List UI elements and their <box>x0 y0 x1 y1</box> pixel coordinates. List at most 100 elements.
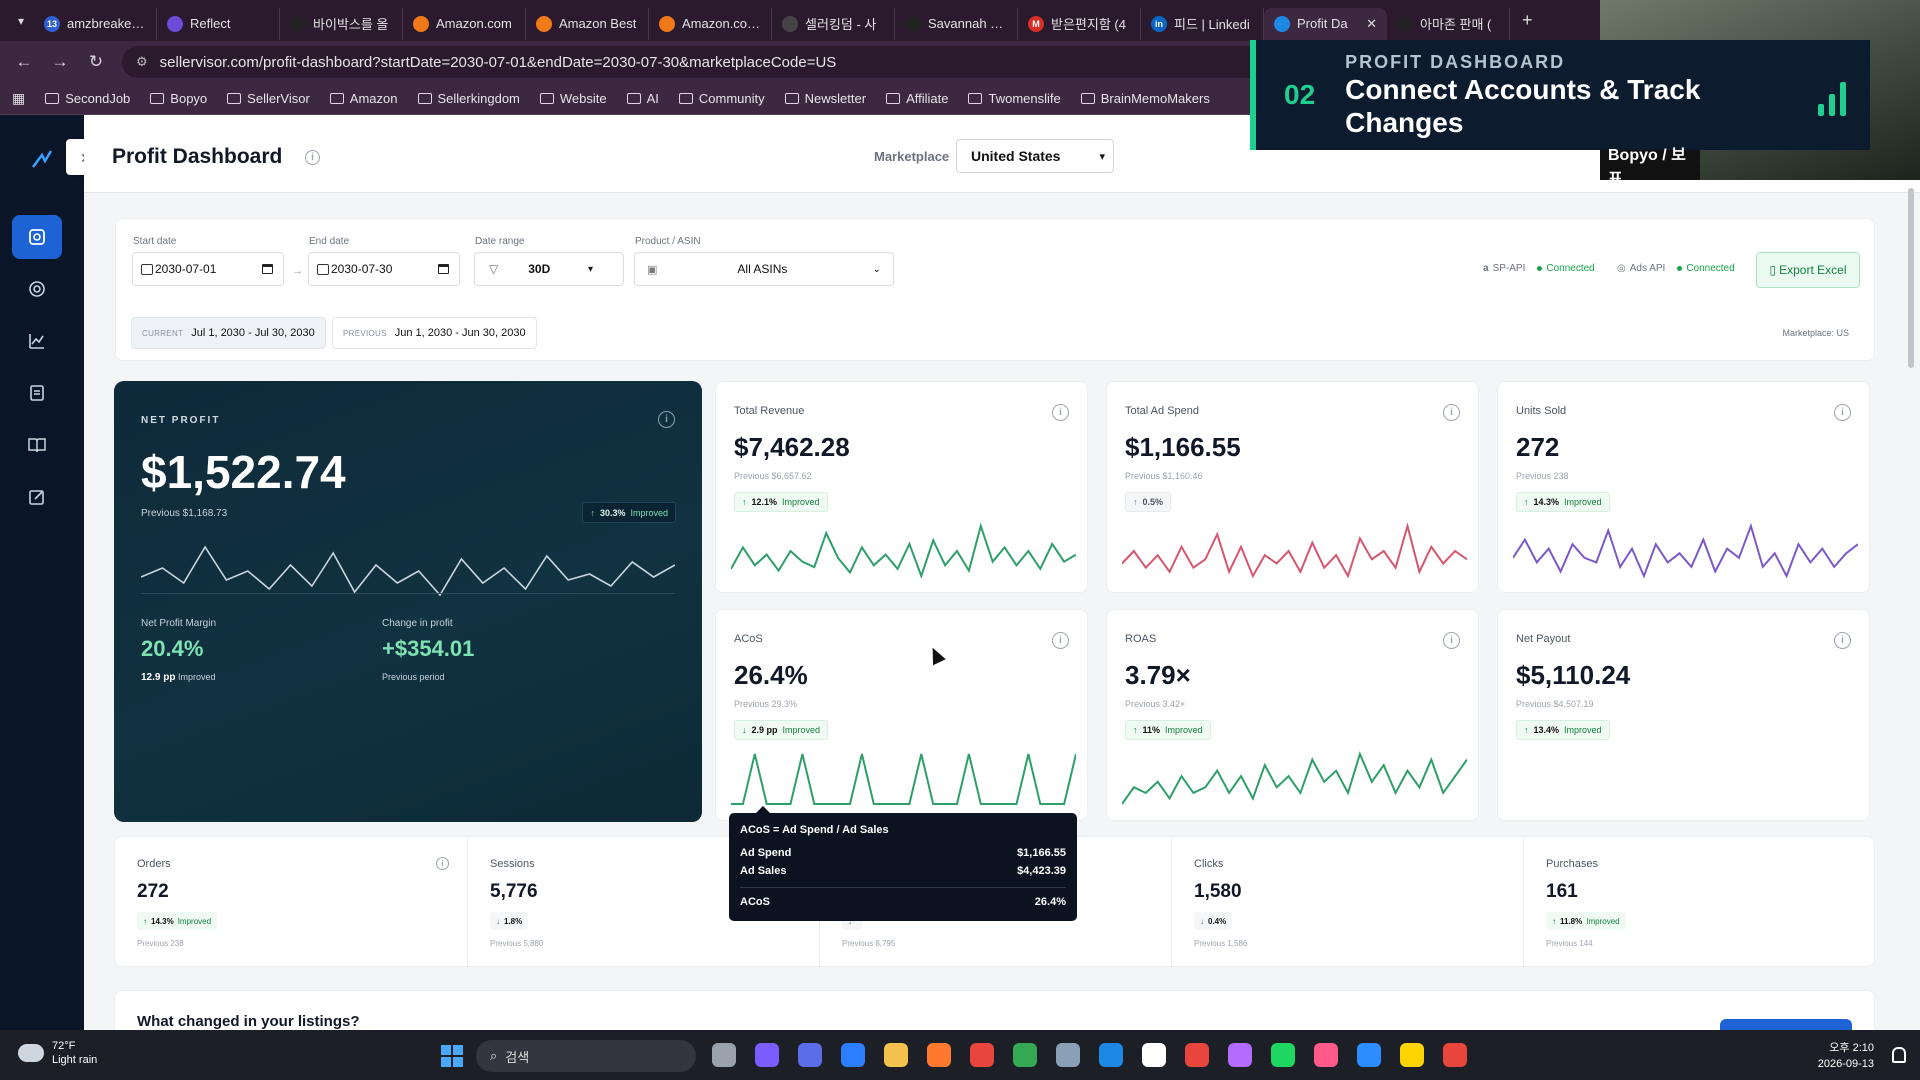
bookmark-folder[interactable]: Sellerkingdom <box>417 91 520 106</box>
browser-tab[interactable]: 바이박스를 올 <box>280 7 403 40</box>
browser-tab[interactable]: 13 amzbreakers.c <box>34 7 157 40</box>
page-scrollbar[interactable] <box>1906 180 1916 1030</box>
folder-icon <box>227 93 242 104</box>
info-icon[interactable]: i <box>1052 404 1069 421</box>
weather-widget[interactable]: 72°F Light rain <box>18 1039 97 1067</box>
taskbar-app-icon[interactable] <box>1271 1043 1295 1067</box>
taskbar-app-icon[interactable] <box>1228 1043 1252 1067</box>
dashboard-icon <box>29 229 45 245</box>
start-date-input[interactable]: 2030-07-01 <box>132 252 284 286</box>
marketplace-select[interactable]: United States ▾ <box>956 139 1114 173</box>
bookmark-folder[interactable]: SellerVisor <box>227 91 310 106</box>
windows-start-icon[interactable] <box>441 1045 463 1067</box>
info-icon[interactable]: i <box>436 857 449 870</box>
tab-label: Amazon.com: <box>682 16 761 31</box>
browser-tab[interactable]: Amazon.com: <box>649 7 772 40</box>
taskbar-app-icon[interactable] <box>712 1043 736 1067</box>
new-tab-button[interactable]: + <box>1522 10 1533 30</box>
bookmark-folder[interactable]: Bopyo <box>150 91 207 106</box>
taskbar-app-icon[interactable] <box>798 1043 822 1067</box>
taskbar-app-icon[interactable] <box>755 1043 779 1067</box>
ads-api-label: Ads API <box>1629 263 1666 274</box>
info-icon[interactable]: i <box>1052 632 1069 649</box>
info-icon[interactable]: i <box>1834 632 1851 649</box>
bookmark-folder[interactable]: Amazon <box>329 91 398 106</box>
info-icon[interactable]: i <box>305 150 320 165</box>
bookmark-label: AI <box>646 91 659 106</box>
taskbar-app-icon[interactable] <box>1357 1043 1381 1067</box>
sidebar-item-reports[interactable] <box>12 371 62 415</box>
bookmark-folder[interactable]: Newsletter <box>784 91 866 106</box>
clock-time: 오후 2:10 <box>1829 1042 1874 1054</box>
bookmark-folder[interactable]: Community <box>678 91 765 106</box>
browser-tab[interactable]: in 피드 | Linkedi <box>1141 7 1264 40</box>
asin-select[interactable]: ▣ All ASINs ⌄ <box>634 252 894 286</box>
folder-icon <box>45 93 60 104</box>
url-field[interactable]: ⚙ sellervisor.com/profit-dashboard?start… <box>122 46 1272 78</box>
metric-change-text: Improved <box>782 497 820 507</box>
bookmark-folder[interactable]: SecondJob <box>45 91 130 106</box>
folder-icon <box>329 93 344 104</box>
chevron-down-icon: ⌄ <box>872 263 881 275</box>
taskbar-app-icon[interactable] <box>1185 1043 1209 1067</box>
taskbar-app-icon[interactable] <box>1314 1043 1338 1067</box>
taskbar-search[interactable]: ⌕ 검색 <box>476 1040 696 1072</box>
info-icon[interactable]: i <box>1443 632 1460 649</box>
apps-grid-icon[interactable]: ▦ <box>12 90 26 106</box>
browser-tab[interactable]: Amazon.com <box>403 7 526 40</box>
sidebar-item-profit-dashboard[interactable] <box>12 215 62 259</box>
metric-change-badge: ↑ 13.4% Improved <box>1516 720 1610 740</box>
browser-tab[interactable]: Amazon Best <box>526 7 649 40</box>
scroll-thumb[interactable] <box>1908 188 1914 368</box>
calendar-picker-icon[interactable] <box>262 264 273 274</box>
taskbar-app-icon[interactable] <box>970 1043 994 1067</box>
bookmark-folder[interactable]: BrainMemoMakers <box>1080 91 1210 106</box>
bookmark-folder[interactable]: AI <box>626 91 659 106</box>
taskbar-app-icon[interactable] <box>1400 1043 1424 1067</box>
tab-search-icon[interactable]: ▾ <box>17 13 25 28</box>
tab-active[interactable]: Profit Da ✕ <box>1264 7 1387 40</box>
stat-change: 11.8% <box>1560 916 1583 926</box>
browser-tab[interactable]: Reflect <box>157 7 280 40</box>
taskbar-app-icon[interactable] <box>1142 1043 1166 1067</box>
book-icon <box>28 438 46 453</box>
reload-icon[interactable]: ↻ <box>88 52 104 71</box>
date-range-select[interactable]: ▽ 30D ▾ <box>474 252 624 286</box>
previous-range: Jun 1, 2030 - Jun 30, 2030 <box>394 327 526 339</box>
back-icon[interactable]: ← <box>15 52 33 71</box>
metric-label: ACoS <box>734 633 763 645</box>
browser-tab[interactable]: Savannah pro <box>895 7 1018 40</box>
notification-bell-icon[interactable] <box>1892 1047 1906 1063</box>
browser-tab[interactable]: 셀러킹덤 - 사 <box>772 7 895 40</box>
export-excel-button[interactable]: ▯ Export Excel <box>1756 252 1860 288</box>
sellervisor-logo-icon[interactable] <box>30 147 54 171</box>
taskbar-app-icon[interactable] <box>884 1043 908 1067</box>
info-icon[interactable]: i <box>1834 404 1851 421</box>
browser-tab[interactable]: M 받은편지함 (4 <box>1018 7 1141 40</box>
sidebar-item-guide[interactable] <box>12 423 62 467</box>
start-date-label: Start date <box>133 236 177 247</box>
forward-icon[interactable]: → <box>51 52 69 71</box>
sidebar-item-notes[interactable] <box>12 475 62 519</box>
bookmark-folder[interactable]: Twomenslife <box>968 91 1061 106</box>
sidebar-item-targets[interactable] <box>12 267 62 311</box>
taskbar-app-icon[interactable] <box>927 1043 951 1067</box>
taskbar-app-icon[interactable] <box>1443 1043 1467 1067</box>
taskbar-app-icon[interactable] <box>841 1043 865 1067</box>
end-date-input[interactable]: 2030-07-30 <box>308 252 460 286</box>
taskbar-app-icon[interactable] <box>1099 1043 1123 1067</box>
sidebar-item-analytics[interactable] <box>12 319 62 363</box>
bookmark-folder[interactable]: Affiliate <box>886 91 948 106</box>
browser-tab[interactable]: 아마존 판매 ( <box>1387 7 1510 40</box>
system-clock[interactable]: 오후 2:10 2026-09-13 <box>1818 1040 1874 1072</box>
calendar-picker-icon[interactable] <box>438 264 449 274</box>
info-icon[interactable]: i <box>658 411 675 428</box>
bookmark-folder[interactable]: Website <box>539 91 607 106</box>
taskbar-app-icon[interactable] <box>1056 1043 1080 1067</box>
site-info-icon[interactable]: ⚙ <box>136 54 148 69</box>
tab-close-icon[interactable]: ✕ <box>1366 15 1377 31</box>
taskbar-app-icon[interactable] <box>1013 1043 1037 1067</box>
info-icon[interactable]: i <box>1443 404 1460 421</box>
metric-change: 13.4% <box>1533 725 1560 735</box>
stat-change-badge: ↑ 14.3% Improved <box>137 912 218 930</box>
